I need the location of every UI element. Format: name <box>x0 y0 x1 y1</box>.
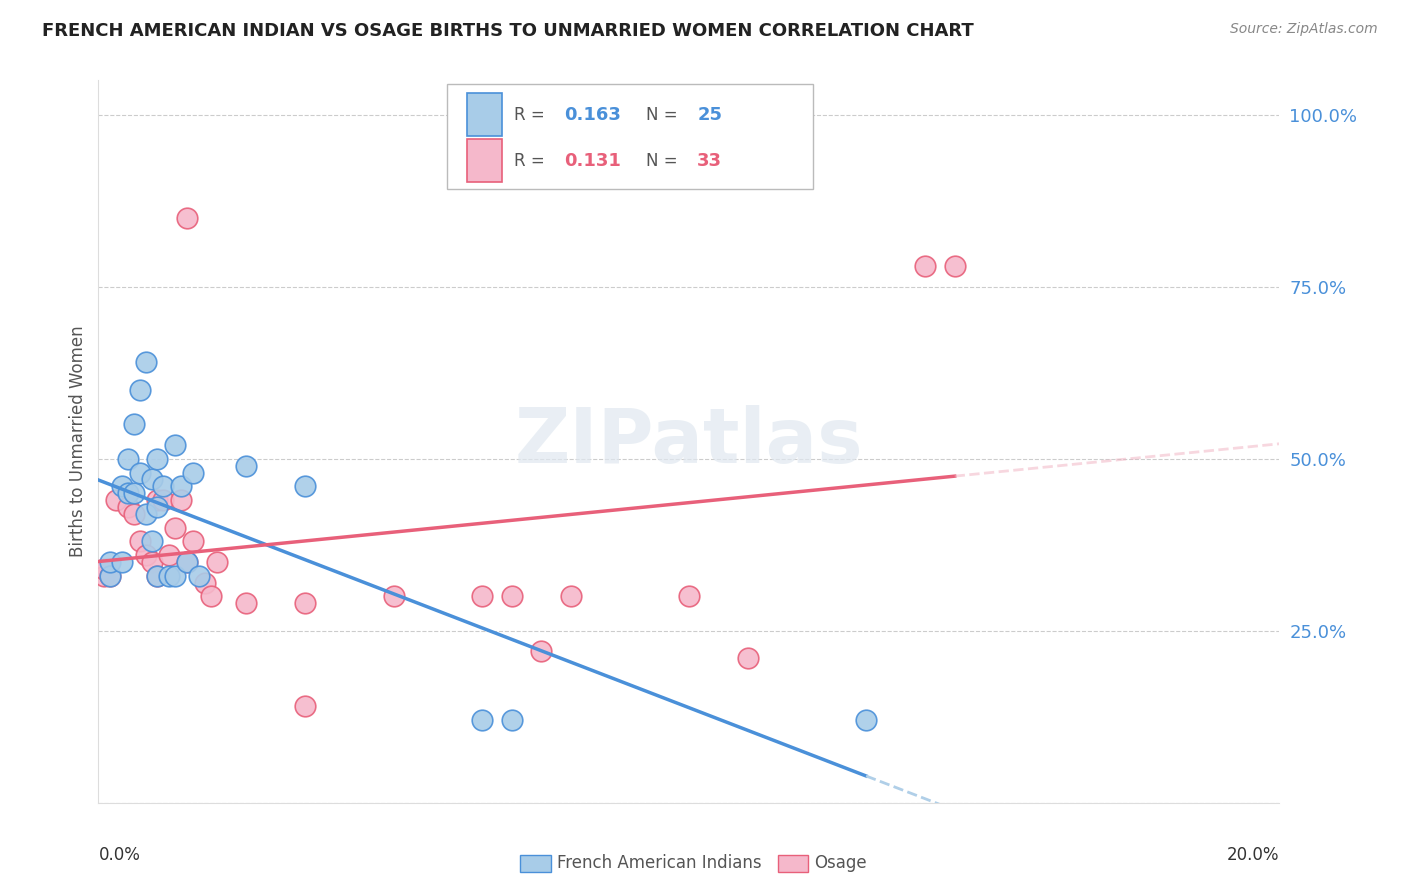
Y-axis label: Births to Unmarried Women: Births to Unmarried Women <box>69 326 87 558</box>
Point <box>152 479 174 493</box>
Point <box>560 590 582 604</box>
Point <box>194 575 217 590</box>
Text: 0.0%: 0.0% <box>98 847 141 864</box>
Point <box>737 651 759 665</box>
Point <box>122 417 145 432</box>
Point <box>176 555 198 569</box>
Text: ZIPatlas: ZIPatlas <box>515 405 863 478</box>
Text: 25: 25 <box>697 106 723 124</box>
Point <box>235 596 257 610</box>
Text: 0.163: 0.163 <box>564 106 620 124</box>
Point <box>235 458 257 473</box>
FancyBboxPatch shape <box>467 93 502 136</box>
Point <box>855 713 877 727</box>
Point <box>117 451 139 466</box>
Point <box>141 472 163 486</box>
Point <box>122 507 145 521</box>
Text: R =: R = <box>515 106 550 124</box>
Point <box>128 466 150 480</box>
Text: Osage: Osage <box>814 855 866 872</box>
Point <box>135 507 157 521</box>
Point <box>117 486 139 500</box>
Point <box>98 555 121 569</box>
Point <box>128 383 150 397</box>
Text: Source: ZipAtlas.com: Source: ZipAtlas.com <box>1230 22 1378 37</box>
Text: 33: 33 <box>697 152 723 169</box>
Point <box>170 493 193 508</box>
Point <box>187 568 209 582</box>
Point <box>105 493 128 508</box>
Point <box>200 590 222 604</box>
Point <box>294 699 316 714</box>
Point <box>98 568 121 582</box>
Point <box>471 590 494 604</box>
Point <box>176 211 198 225</box>
Point <box>294 479 316 493</box>
Text: N =: N = <box>647 152 683 169</box>
Point <box>117 500 139 514</box>
Text: French American Indians: French American Indians <box>557 855 762 872</box>
Text: 0.131: 0.131 <box>564 152 620 169</box>
Point <box>122 486 145 500</box>
Point <box>93 562 115 576</box>
Point <box>146 568 169 582</box>
Point <box>181 534 204 549</box>
Text: FRENCH AMERICAN INDIAN VS OSAGE BIRTHS TO UNMARRIED WOMEN CORRELATION CHART: FRENCH AMERICAN INDIAN VS OSAGE BIRTHS T… <box>42 22 974 40</box>
Point <box>135 355 157 369</box>
Point <box>98 568 121 582</box>
Point <box>111 479 134 493</box>
Point <box>501 713 523 727</box>
Point <box>471 713 494 727</box>
Point <box>165 568 187 582</box>
Point <box>111 555 134 569</box>
Point <box>135 548 157 562</box>
Point <box>157 548 180 562</box>
Point <box>165 438 187 452</box>
Point <box>501 590 523 604</box>
Point <box>141 534 163 549</box>
Point <box>146 451 169 466</box>
Point <box>914 259 936 273</box>
Point <box>152 493 174 508</box>
Point <box>141 555 163 569</box>
Point <box>530 644 553 658</box>
Point <box>128 534 150 549</box>
Point <box>943 259 966 273</box>
FancyBboxPatch shape <box>467 139 502 182</box>
Point <box>146 568 169 582</box>
Point <box>382 590 405 604</box>
Point <box>146 493 169 508</box>
Point <box>176 555 198 569</box>
FancyBboxPatch shape <box>447 84 813 189</box>
Point <box>678 590 700 604</box>
Point <box>93 568 115 582</box>
Point <box>146 500 169 514</box>
Point <box>170 479 193 493</box>
Point <box>157 568 180 582</box>
Point <box>165 520 187 534</box>
Point <box>205 555 228 569</box>
Text: 20.0%: 20.0% <box>1227 847 1279 864</box>
Text: N =: N = <box>647 106 683 124</box>
Text: R =: R = <box>515 152 550 169</box>
Point <box>181 466 204 480</box>
Point <box>294 596 316 610</box>
